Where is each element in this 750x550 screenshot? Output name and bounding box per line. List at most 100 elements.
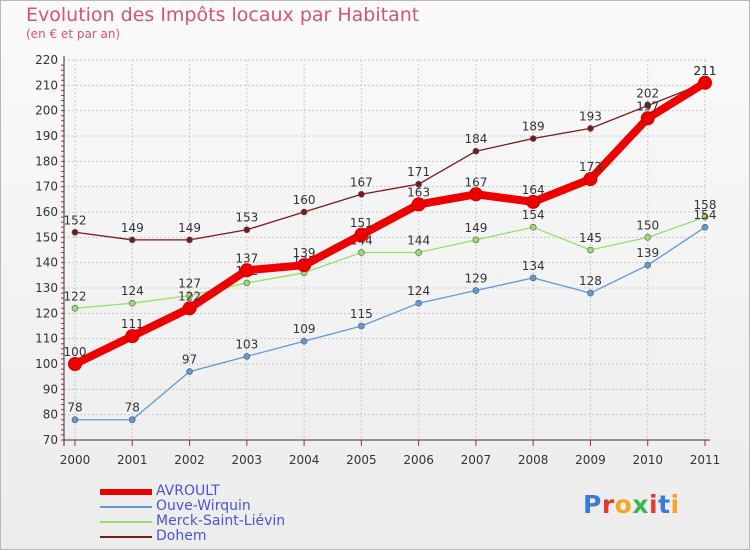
chart-subtitle: (en € et par an) [26, 27, 121, 41]
data-point [358, 249, 365, 256]
data-label: 129 [464, 272, 487, 286]
y-tick-label: 160 [35, 205, 58, 219]
x-tick-label: 2007 [461, 453, 492, 467]
data-point [529, 135, 537, 142]
data-label: 211 [694, 64, 717, 78]
y-tick-label: 100 [35, 357, 58, 371]
x-tick-label: 2005 [346, 453, 377, 467]
data-point [644, 234, 652, 241]
data-label: 160 [293, 193, 316, 207]
data-point [300, 208, 308, 216]
data-label: 124 [407, 284, 430, 298]
x-tick-label: 2008 [518, 453, 549, 467]
data-label: 164 [522, 183, 545, 197]
data-point [243, 353, 251, 360]
y-tick-label: 70 [43, 433, 58, 447]
y-tick-label: 190 [35, 129, 58, 143]
data-point [128, 236, 136, 244]
proxiti-logo: Proxiti [583, 490, 680, 519]
data-label: 145 [579, 231, 602, 245]
y-tick-label: 90 [43, 382, 58, 396]
data-label: 78 [67, 401, 82, 415]
x-tick-label: 2000 [60, 453, 91, 467]
logo-letter: r [601, 490, 615, 519]
data-label: 134 [522, 259, 545, 273]
legend-swatch [100, 489, 152, 495]
data-point [644, 102, 652, 109]
data-point [354, 227, 369, 242]
data-label: 139 [636, 246, 659, 260]
legend-label: Ouve-Wirquin [156, 498, 251, 514]
data-point [587, 289, 594, 297]
x-tick-label: 2004 [289, 453, 320, 467]
data-point [701, 223, 709, 231]
data-label: 100 [64, 345, 87, 359]
y-tick-label: 130 [35, 281, 58, 295]
data-label: 149 [121, 221, 144, 235]
data-point [415, 249, 422, 256]
data-point [243, 226, 251, 234]
series-line [74, 82, 706, 241]
data-label: 122 [64, 289, 87, 303]
data-point [358, 190, 365, 198]
data-point [472, 287, 480, 294]
data-label: 149 [178, 221, 201, 235]
legend-swatch [100, 521, 152, 523]
x-tick-label: 2006 [403, 453, 434, 467]
data-point [182, 301, 197, 316]
data-label: 171 [407, 165, 430, 179]
data-point [701, 213, 709, 221]
y-tick-label: 180 [35, 154, 58, 168]
data-point [698, 75, 712, 90]
y-tick-label: 120 [35, 306, 58, 320]
y-tick-label: 80 [43, 408, 58, 422]
y-tick-label: 150 [35, 230, 58, 244]
data-point [472, 236, 480, 244]
data-label: 167 [350, 175, 373, 189]
x-tick-label: 2010 [632, 453, 663, 467]
logo-letter: t [658, 490, 671, 519]
data-label: 78 [125, 401, 140, 415]
data-point [239, 263, 254, 278]
data-point [644, 261, 652, 269]
data-label: 202 [636, 87, 659, 101]
data-point [71, 416, 79, 424]
data-point [297, 258, 312, 273]
data-label: 154 [522, 208, 545, 222]
data-label: 211 [694, 64, 717, 78]
data-point [526, 194, 541, 209]
x-tick-label: 2001 [117, 453, 148, 467]
data-label: 167 [464, 175, 487, 189]
legend-label: Merck-Saint-Liévin [156, 513, 286, 529]
y-tick-label: 110 [35, 332, 58, 346]
legend-swatch [100, 506, 152, 508]
data-point [415, 180, 422, 188]
data-point [243, 279, 251, 287]
data-label: 111 [121, 317, 144, 331]
data-label: 151 [350, 216, 373, 230]
data-label: 173 [579, 160, 602, 174]
data-label: 197 [636, 99, 659, 113]
data-point [68, 357, 82, 371]
data-point [186, 292, 193, 299]
x-tick-label: 2003 [232, 453, 263, 467]
data-point [71, 304, 79, 312]
logo-letter: x [632, 490, 649, 519]
data-label: 163 [407, 185, 430, 199]
data-label: 154 [694, 208, 717, 222]
data-label: 153 [235, 211, 258, 225]
y-tick-label: 200 [35, 104, 58, 118]
data-point [71, 228, 79, 236]
logo-letter: P [583, 490, 602, 519]
data-label: 189 [522, 120, 545, 134]
data-point [186, 368, 193, 375]
data-label: 124 [121, 284, 144, 298]
data-label: 122 [178, 289, 201, 303]
y-tick-label: 170 [35, 180, 58, 194]
data-label: 137 [235, 251, 258, 265]
data-label: 115 [350, 307, 373, 321]
series-line [74, 226, 706, 421]
y-tick-label: 220 [35, 53, 58, 67]
